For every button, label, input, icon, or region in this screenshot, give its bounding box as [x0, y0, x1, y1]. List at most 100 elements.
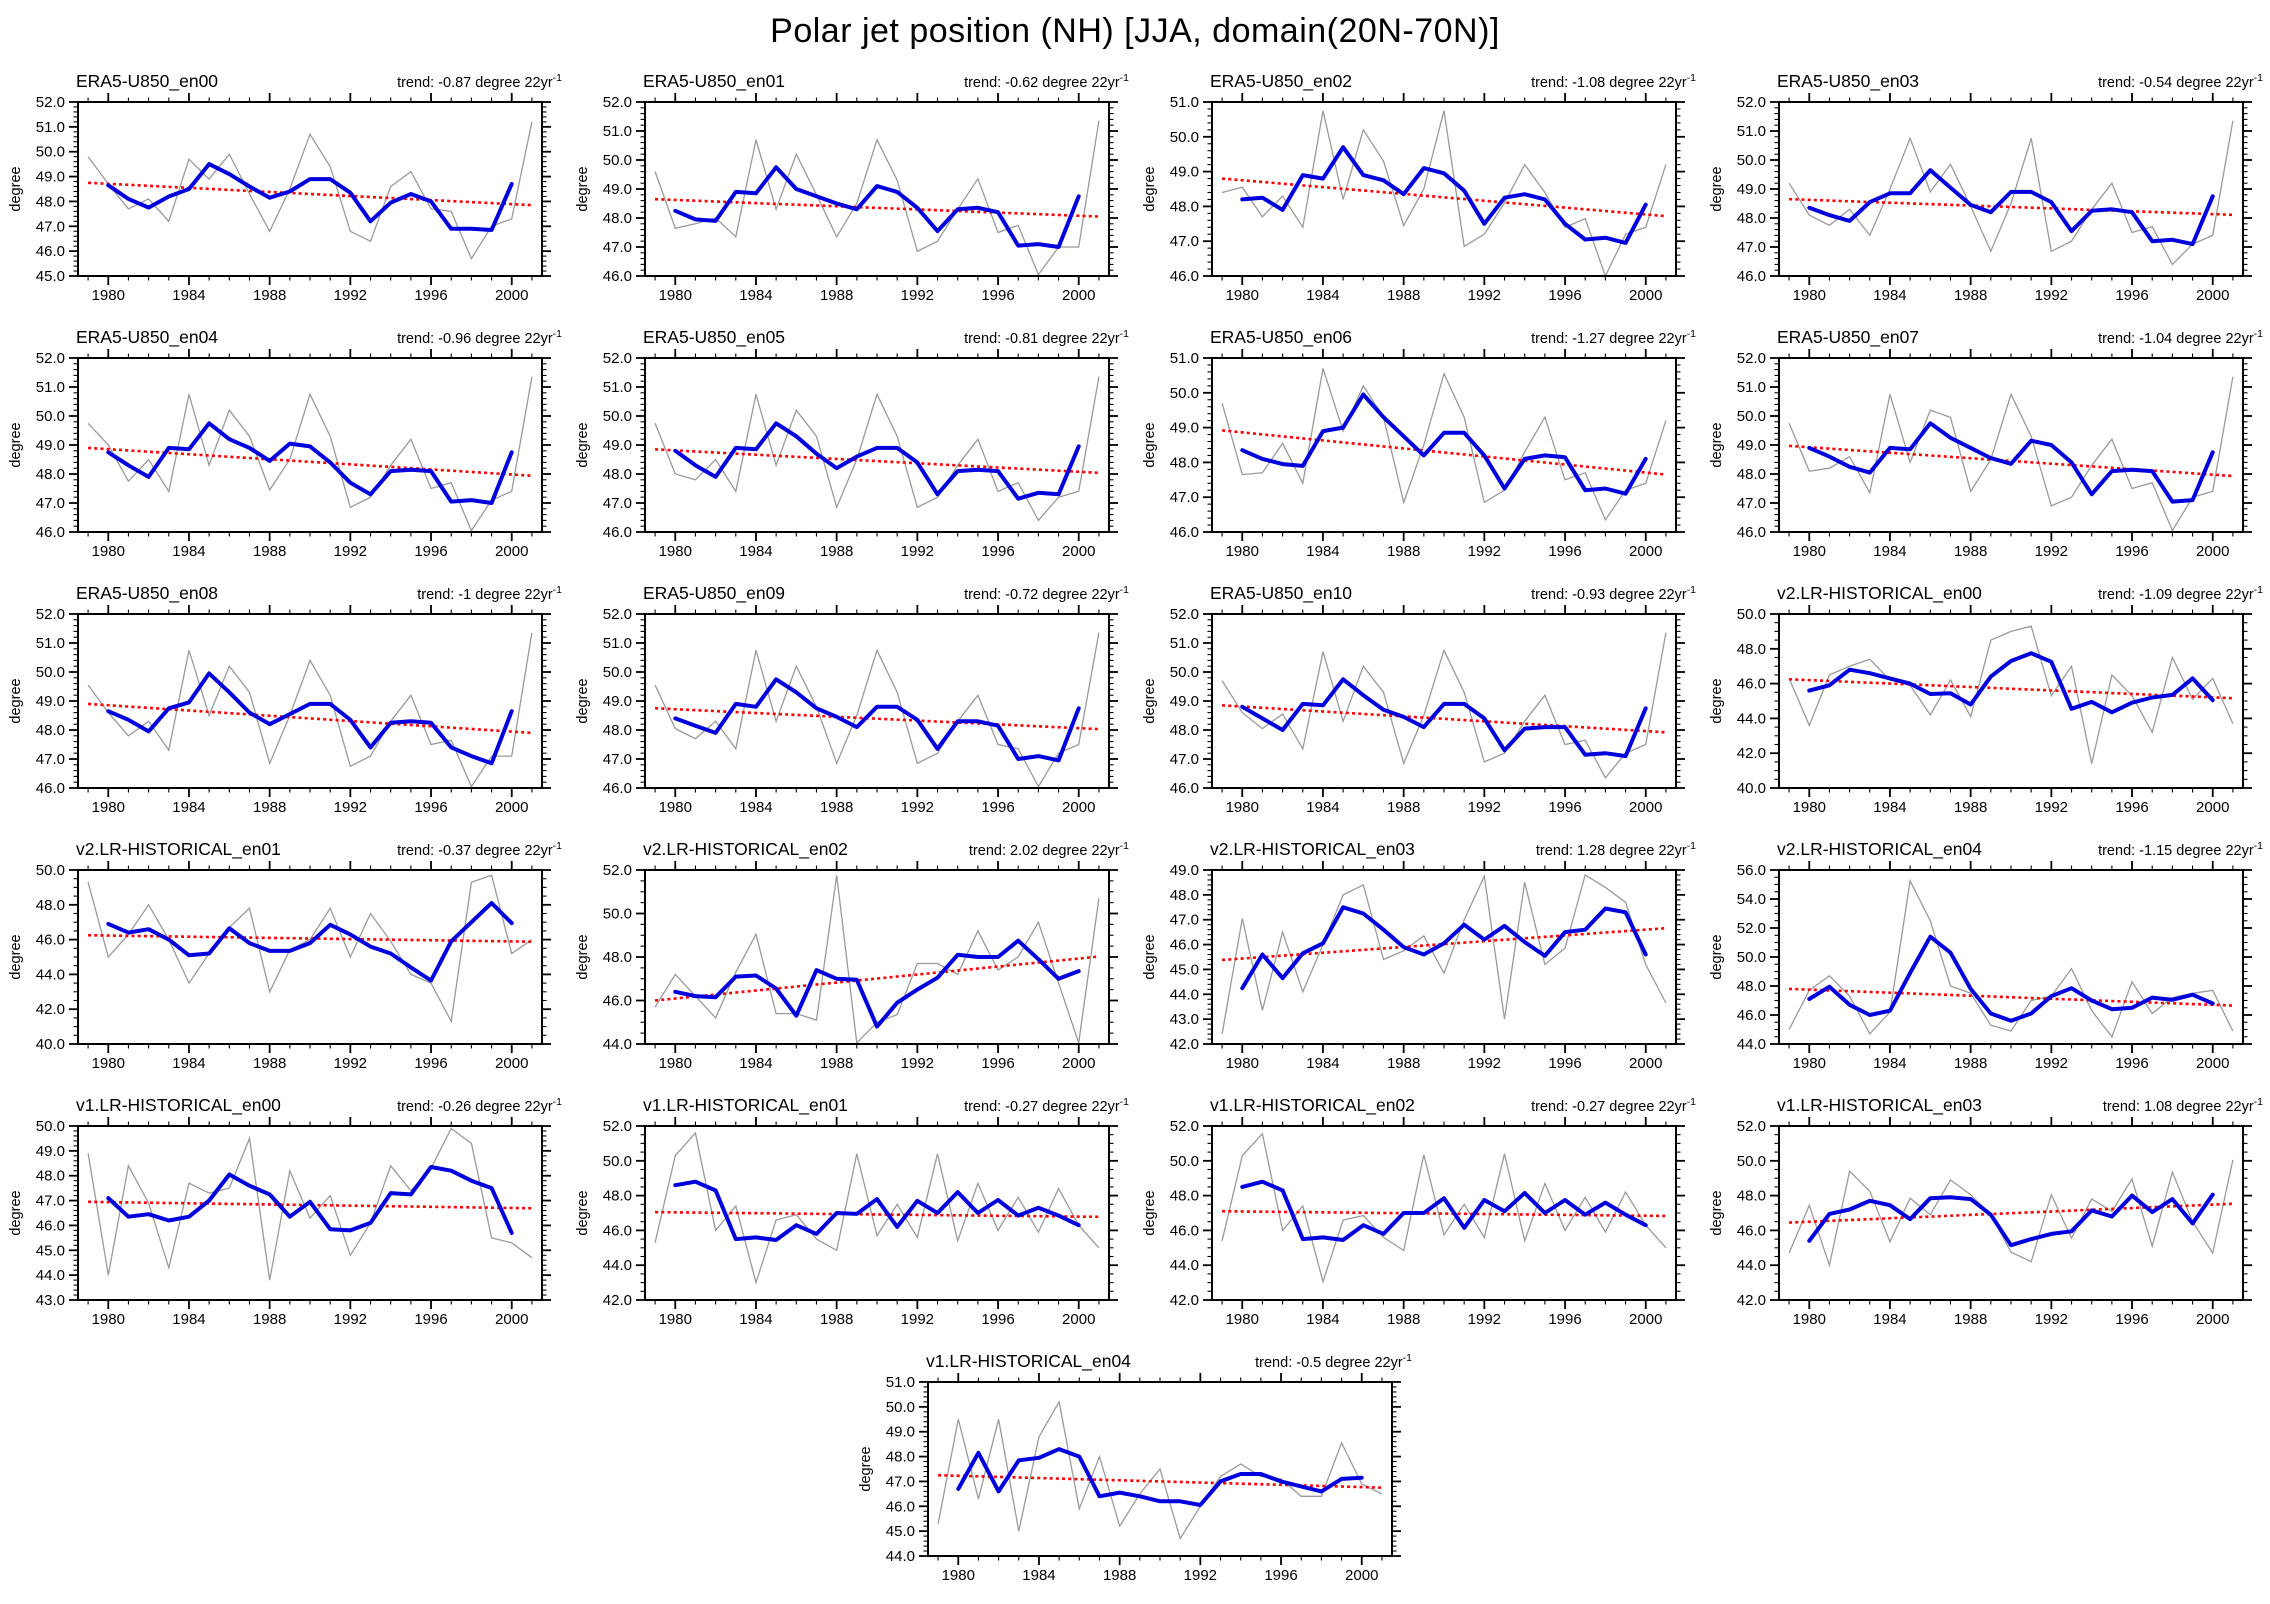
- x-tick-label: 1996: [1548, 543, 1581, 560]
- x-tick-label: 1992: [901, 287, 934, 304]
- y-axis-label: degree: [1709, 1190, 1725, 1235]
- raw-series-line: [1221, 368, 1667, 522]
- y-axis-label: degree: [575, 166, 591, 211]
- y-tick-label: 48.0: [1737, 641, 1766, 658]
- y-tick-label: 52.0: [1737, 350, 1766, 367]
- trend-line: [1221, 429, 1667, 476]
- x-tick-label: 1992: [2035, 543, 2068, 560]
- x-tick-label: 1980: [92, 1055, 125, 1072]
- panel-trend-label: trend: -0.96 degree 22yr-1: [397, 328, 562, 347]
- x-tick-label: 1984: [1873, 287, 1906, 304]
- y-tick-label: 52.0: [1170, 606, 1199, 623]
- y-tick-label: 50.0: [36, 144, 65, 161]
- panel-trend-label: trend: -0.27 degree 22yr-1: [1531, 1096, 1696, 1115]
- y-tick-label: 52.0: [36, 94, 65, 111]
- panel-trend-label: trend: -0.93 degree 22yr-1: [1531, 584, 1696, 603]
- y-tick-label: 46.0: [603, 993, 632, 1010]
- x-tick-label: 1992: [1468, 287, 1501, 304]
- x-tick-label: 1992: [334, 799, 367, 816]
- y-tick-label: 51.0: [1737, 123, 1766, 140]
- y-tick-label: 50.0: [603, 1153, 632, 1170]
- x-tick-label: 1980: [659, 1311, 692, 1328]
- x-tick-label: 2000: [2196, 1055, 2229, 1072]
- smoothed-series-line: [106, 421, 514, 505]
- panel-trend-label: trend: -0.27 degree 22yr-1: [964, 1096, 1129, 1115]
- smoothed-series-line: [106, 671, 514, 766]
- x-tick-label: 1988: [820, 1311, 853, 1328]
- x-tick-label: 1996: [414, 1055, 447, 1072]
- y-tick-label: 50.0: [36, 408, 65, 425]
- chart-panel-v1.LR-HISTORICAL_en04: v1.LR-HISTORICAL_en04 trend: -0.5 degree …: [852, 1342, 1419, 1598]
- x-tick-label: 1980: [1793, 799, 1826, 816]
- raw-series-line: [1788, 376, 2234, 532]
- panel-trend-label: trend: -1.08 degree 22yr-1: [1531, 72, 1696, 91]
- x-tick-label: 1992: [2035, 1055, 2068, 1072]
- x-tick-label: 1996: [981, 1055, 1014, 1072]
- panel-trend-label: trend: -0.26 degree 22yr-1: [397, 1096, 562, 1115]
- y-tick-label: 51.0: [603, 379, 632, 396]
- chart-panel-ERA5-U850_en06: ERA5-U850_en06 trend: -1.27 degree 22yr-1…: [1136, 318, 1703, 574]
- y-tick-label: 50.0: [36, 1118, 65, 1135]
- raw-series-line: [1221, 110, 1667, 276]
- x-tick-label: 2000: [1629, 543, 1662, 560]
- chart-canvas: v1.LR-HISTORICAL_en00 trend: -0.26 degree…: [8, 1095, 562, 1328]
- x-tick-label: 1996: [1548, 1311, 1581, 1328]
- smoothed-series-line: [673, 165, 1081, 249]
- plot-frame: [1778, 101, 2244, 277]
- chart-canvas: ERA5-U850_en01 trend: -0.62 degree 22yr-1…: [575, 71, 1129, 304]
- x-tick-label: 1992: [901, 543, 934, 560]
- y-tick-label: 52.0: [1737, 94, 1766, 111]
- chart-canvas: ERA5-U850_en09 trend: -0.72 degree 22yr-1…: [575, 583, 1129, 816]
- panel-title: ERA5-U850_en08: [76, 583, 218, 604]
- panel-title: v1.LR-HISTORICAL_en01: [643, 1095, 848, 1116]
- y-axis-label: degree: [575, 1190, 591, 1235]
- y-tick-label: 51.0: [1170, 350, 1199, 367]
- y-tick-label: 49.0: [36, 437, 65, 454]
- y-axis-label: degree: [1142, 678, 1158, 723]
- y-tick-label: 47.0: [603, 239, 632, 256]
- y-tick-label: 45.0: [36, 268, 65, 285]
- panel-title: v2.LR-HISTORICAL_en01: [76, 839, 281, 860]
- panel-trend-label: trend: -1.09 degree 22yr-1: [2098, 584, 2263, 603]
- y-axis-label: degree: [1709, 678, 1725, 723]
- x-tick-label: 1992: [2035, 799, 2068, 816]
- raw-series-line: [1788, 1159, 2234, 1268]
- x-tick-label: 2000: [495, 1311, 528, 1328]
- x-tick-label: 1980: [1226, 1055, 1259, 1072]
- chart-panel-ERA5-U850_en10: ERA5-U850_en10 trend: -0.93 degree 22yr-1…: [1136, 574, 1703, 830]
- y-tick-label: 47.0: [36, 218, 65, 235]
- y-tick-label: 44.0: [1170, 1257, 1199, 1274]
- chart-canvas: v2.LR-HISTORICAL_en02 trend: 2.02 degree …: [575, 839, 1129, 1072]
- x-tick-label: 1988: [1387, 287, 1420, 304]
- raw-series-line: [87, 376, 533, 532]
- x-tick-label: 1992: [1468, 543, 1501, 560]
- chart-panel-ERA5-U850_en01: ERA5-U850_en01 trend: -0.62 degree 22yr-1…: [569, 62, 1136, 318]
- panel-trend-label: trend: -0.5 degree 22yr-1: [1255, 1352, 1412, 1371]
- y-tick-label: 50.0: [36, 664, 65, 681]
- x-tick-label: 1996: [1548, 1055, 1581, 1072]
- y-tick-label: 48.0: [603, 949, 632, 966]
- x-tick-label: 1984: [1873, 799, 1906, 816]
- x-tick-label: 1988: [253, 543, 286, 560]
- y-tick-label: 47.0: [36, 751, 65, 768]
- smoothed-series-line: [1807, 421, 2215, 504]
- y-tick-label: 47.0: [885, 1473, 914, 1490]
- x-tick-label: 1988: [1954, 799, 1987, 816]
- y-tick-label: 50.0: [603, 906, 632, 923]
- y-tick-label: 47.0: [1737, 495, 1766, 512]
- y-tick-label: 47.0: [36, 1193, 65, 1210]
- y-tick-label: 50.0: [1170, 664, 1199, 681]
- chart-canvas: v1.LR-HISTORICAL_en01 trend: -0.27 degree…: [575, 1095, 1129, 1328]
- x-tick-label: 1988: [1102, 1567, 1135, 1584]
- x-tick-label: 1992: [334, 543, 367, 560]
- x-tick-label: 1996: [981, 1311, 1014, 1328]
- x-tick-label: 1984: [172, 287, 205, 304]
- y-tick-label: 50.0: [1170, 1153, 1199, 1170]
- y-tick-label: 49.0: [36, 693, 65, 710]
- y-tick-label: 46.0: [1170, 524, 1199, 541]
- chart-canvas: v1.LR-HISTORICAL_en04 trend: -0.5 degree …: [858, 1351, 1412, 1584]
- y-tick-label: 49.0: [1170, 693, 1199, 710]
- chart-panel-ERA5-U850_en04: ERA5-U850_en04 trend: -0.96 degree 22yr-1…: [2, 318, 569, 574]
- panel-title: ERA5-U850_en00: [76, 71, 218, 92]
